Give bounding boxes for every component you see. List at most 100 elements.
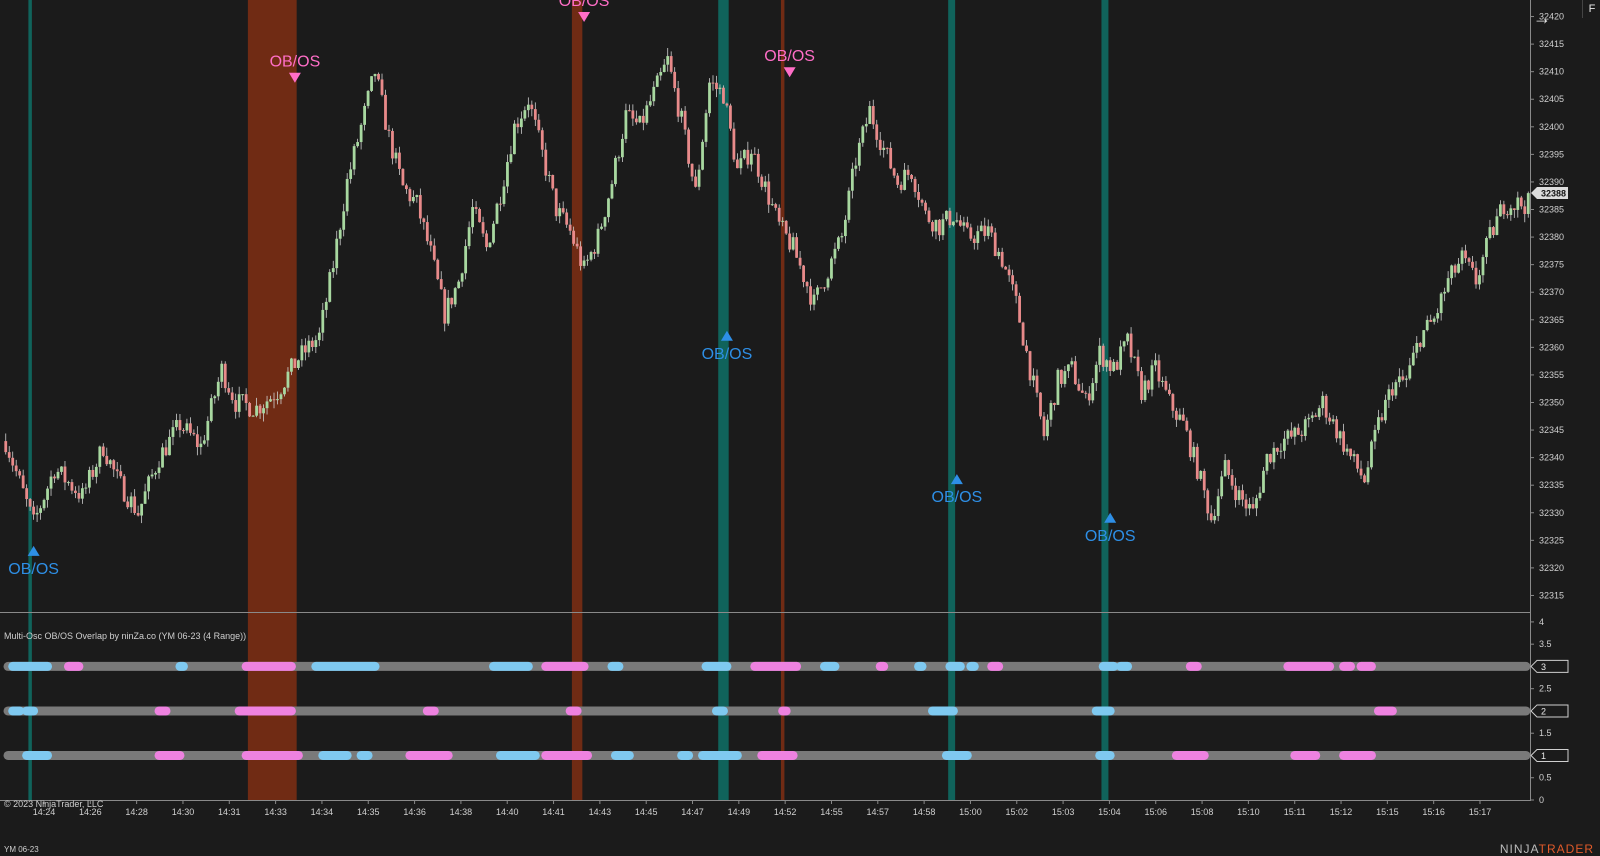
candle-body bbox=[1150, 365, 1154, 390]
price-tick-label: 32325 bbox=[1539, 535, 1564, 545]
candle-body bbox=[1032, 375, 1035, 381]
candle-body bbox=[1202, 470, 1206, 491]
candle-body bbox=[1129, 333, 1133, 358]
time-tick-label: 15:08 bbox=[1191, 807, 1214, 817]
candle-body bbox=[791, 237, 795, 250]
candle-body bbox=[91, 469, 95, 477]
candle-body bbox=[74, 490, 77, 494]
candle-body bbox=[77, 493, 81, 499]
candle-body bbox=[14, 465, 18, 472]
candle-body bbox=[1356, 454, 1359, 469]
candle-body bbox=[582, 260, 586, 266]
candle-body bbox=[11, 457, 15, 466]
candle-body bbox=[1181, 414, 1185, 421]
price-tick-label: 32355 bbox=[1539, 370, 1564, 380]
candle-body bbox=[1526, 193, 1530, 214]
candle-body bbox=[56, 471, 60, 479]
candle-body bbox=[495, 203, 499, 224]
zone-oversold bbox=[28, 0, 32, 800]
candle-body bbox=[847, 190, 851, 220]
candle-body bbox=[1070, 361, 1074, 365]
candle-body bbox=[711, 82, 715, 84]
arrow-right-icon[interactable]: → bbox=[1533, 8, 1551, 28]
candle-body bbox=[1373, 429, 1377, 442]
candle-body bbox=[453, 288, 457, 305]
signal-label: OB/OS bbox=[270, 54, 321, 71]
price-tick-label: 32385 bbox=[1539, 205, 1564, 215]
candle-body bbox=[269, 399, 272, 402]
candle-body bbox=[917, 191, 920, 200]
candle-body bbox=[279, 394, 283, 400]
candle-body bbox=[436, 259, 440, 280]
signal-label: OB/OS bbox=[559, 0, 610, 10]
candle-body bbox=[850, 168, 854, 191]
candle-body bbox=[948, 210, 952, 226]
f-button[interactable]: F bbox=[1582, 0, 1600, 18]
candle-body bbox=[1059, 369, 1063, 384]
candle-body bbox=[1349, 448, 1352, 457]
candle-body bbox=[178, 420, 182, 431]
candle-body bbox=[345, 178, 349, 212]
time-tick-label: 15:02 bbox=[1006, 807, 1029, 817]
candle-body bbox=[380, 79, 384, 95]
candle-body bbox=[1286, 430, 1290, 439]
candle-body bbox=[42, 499, 46, 509]
candle-body bbox=[143, 491, 147, 504]
candle-body bbox=[223, 363, 227, 389]
brand-prefix: NINJA bbox=[1499, 842, 1539, 856]
candle-body bbox=[823, 287, 826, 289]
candle-body bbox=[962, 222, 966, 226]
candle-body bbox=[617, 157, 621, 159]
time-axis: 14:24 14:26 14:28 14:30 14:31 14:33 14:34 14:35… bbox=[33, 800, 1491, 817]
candle-body bbox=[1394, 382, 1398, 396]
candle-body bbox=[666, 56, 670, 65]
candle-body bbox=[920, 199, 924, 203]
candle-body bbox=[1345, 448, 1349, 452]
candle-body bbox=[722, 87, 725, 104]
candle-body bbox=[1213, 515, 1217, 521]
candle-body bbox=[439, 279, 443, 290]
candle-body bbox=[1359, 468, 1363, 476]
signal-triangle-up bbox=[27, 545, 40, 556]
candle-body bbox=[1377, 417, 1380, 430]
candle-body bbox=[394, 152, 398, 159]
candle-body bbox=[384, 94, 387, 130]
candle-body bbox=[1087, 393, 1091, 401]
price-tick-label: 32315 bbox=[1539, 590, 1564, 600]
candle-body bbox=[931, 222, 934, 232]
candle-body bbox=[1366, 467, 1370, 483]
time-tick-label: 14:31 bbox=[218, 807, 241, 817]
candle-body bbox=[840, 236, 844, 238]
candle-body bbox=[1387, 389, 1391, 400]
indicator-tick-label: 2.5 bbox=[1539, 684, 1552, 694]
candle-body bbox=[303, 345, 307, 353]
signal-triangle-up bbox=[950, 474, 963, 485]
candle-body bbox=[530, 104, 534, 110]
candle-body bbox=[1363, 475, 1366, 483]
candle-body bbox=[356, 142, 360, 147]
candle-body bbox=[979, 225, 983, 232]
candle-body bbox=[607, 198, 610, 218]
candle-body bbox=[1282, 438, 1286, 451]
candle-body bbox=[1251, 504, 1255, 509]
candle-body bbox=[976, 231, 980, 243]
candle-body bbox=[349, 169, 353, 179]
price-axis: 32315 32320 32325 32330 32335 32340 32345 32350… bbox=[1530, 12, 1568, 600]
signal-triangle-up bbox=[1104, 512, 1117, 523]
candle-body bbox=[1174, 410, 1178, 420]
candle-body bbox=[1185, 420, 1189, 431]
candle-body bbox=[119, 471, 123, 477]
price-tick-label: 32345 bbox=[1539, 425, 1564, 435]
time-tick-label: 14:24 bbox=[33, 807, 56, 817]
candle-body bbox=[262, 408, 265, 414]
signal-label: OB/OS bbox=[8, 561, 59, 578]
candle-body bbox=[324, 301, 328, 310]
candle-body bbox=[133, 496, 137, 514]
candle-body bbox=[199, 443, 203, 448]
candle-body bbox=[913, 178, 917, 192]
candle-body bbox=[899, 184, 903, 190]
candle-body bbox=[28, 499, 32, 507]
candle-body bbox=[206, 420, 210, 441]
candle-body bbox=[756, 153, 760, 177]
